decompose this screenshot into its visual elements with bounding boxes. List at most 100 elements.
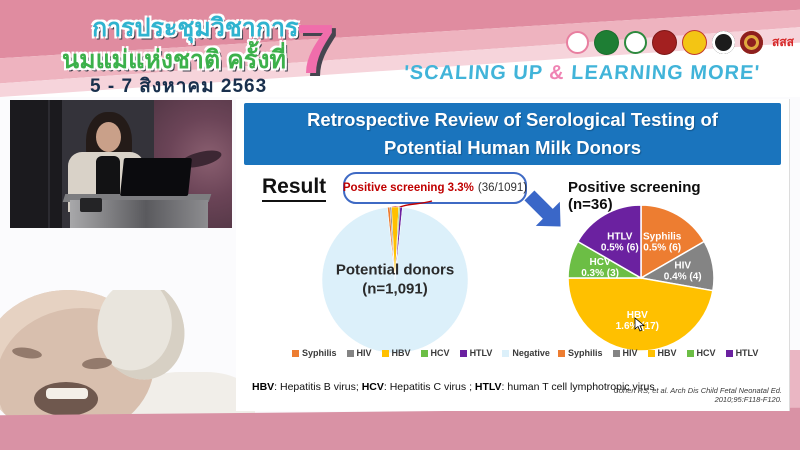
tagline-ampersand: & [548,62,566,84]
slice-label-hcv: 0.3% (3) [581,268,619,279]
slice-label-hcv: HCV [590,257,611,268]
legend-label: Negative [512,348,550,358]
legend-swatch [420,349,428,357]
pie-slice-htlv [576,204,642,280]
slide-title-line1: Retrospective Review of Serological Test… [307,109,718,131]
potential-donors-pie: Potential donors (n=1,091) [320,205,470,355]
potential-donors-pie-svg [321,206,469,354]
tagline-post: LEARNING MORE' [564,62,761,84]
legend-label: HBV [657,348,677,358]
legend-swatch [612,349,620,357]
ministry-health-logo-icon [594,30,619,55]
presenter-shirt [96,156,120,200]
footnote-term-hcv: HCV [361,381,384,393]
pie-slice-syphilis [640,204,706,280]
slice-label-hbv: HBV [627,310,648,321]
footnote-def-hcv: : Hepatitis C virus ; [383,381,475,393]
legend-swatch [459,349,467,357]
legend-swatch [725,349,733,357]
legend-item-hiv: HIV [612,348,638,358]
potential-donors-label-line2: (n=1,091) [362,280,428,297]
podium-panel [80,198,102,212]
legend-label: HIV [622,348,638,358]
footnote-term-htlv: HTLV [474,381,502,393]
abbreviation-footnote: HBV: Hepatitis B virus; HCV: Hepatitis C… [252,381,655,393]
slide-title: Retrospective Review of Serological Test… [244,103,781,165]
footnote-term-hbv: HBV [252,381,275,393]
legend-label: Syphilis [302,348,337,358]
slice-label-hiv: 0.4% (4) [664,272,702,283]
conference-title-thai: การประชุมวิชาการ [92,14,299,42]
legend-item-hbv: HBV [647,348,677,358]
legend-positive-screening: Syphilis HIV HBV HCV HTLV [558,348,758,358]
conference-tagline: 'SCALING UP & LEARNING MORE' [403,62,761,85]
potential-donors-label: Potential donors (n=1,091) [320,261,470,299]
presenter-video[interactable] [10,100,232,228]
positive-screening-callout: Positive screening 3.3% (36/1091) [343,172,527,204]
legend-label: HTLV [735,348,759,358]
result-label: Result [262,175,327,202]
legend-item-htlv: HTLV [459,348,493,358]
pink-footer-band [0,407,800,450]
legend-item-hcv: HCV [686,348,716,358]
presenter-face [96,122,121,152]
pie-slice-hbv [567,277,714,352]
legend-item-syphilis: Syphilis [558,348,603,358]
legend-swatch [346,349,354,357]
positive-screening-pie: Syphilis 0.5% (6) HIV 0.4% (4) HBV 1.6% (17) H… [566,203,716,353]
legend-label: HBV [391,348,411,358]
legend-swatch [502,349,510,357]
legend-swatch [647,349,655,357]
legend-potential-donors: Syphilis HIV HBV HCV HTLV Negative [292,348,550,358]
black-emblem-logo-icon [712,31,735,54]
legend-item-hiv: HIV [346,348,372,358]
legend-item-negative: Negative [502,348,550,358]
royal-crest-logo-icon [682,30,707,55]
stage-backdrop [10,100,62,228]
legend-label: HTLV [469,348,493,358]
slice-label-syphilis: 0.5% (6) [643,242,681,253]
maroon-emblem-logo-icon [740,31,763,54]
arrow-down-right-icon [524,190,561,227]
conference-dates-thai: 5 - 7 สิงหาคม 2563 [90,76,268,97]
callout-highlight: Positive screening 3.3% [342,182,474,194]
legend-swatch [292,349,299,357]
baby-mouth [34,382,98,416]
red-crest-logo-icon [652,30,677,55]
legend-label: Syphilis [568,348,603,358]
slice-label-syphilis: Syphilis [643,231,682,242]
footnote-def-htlv: : human T cell lymphotropic virus [501,381,655,393]
legend-item-syphilis: Syphilis [292,348,337,358]
legend-swatch [558,349,565,357]
callout-detail: (36/1091) [477,182,528,194]
legend-swatch [686,349,694,357]
slide-title-line2: Potential Human Milk Donors [384,137,641,158]
sss-logo-icon: สสส [772,35,794,49]
legend-item-hcv: HCV [420,348,450,358]
tagline-pre: 'SCALING UP [403,62,551,84]
conference-banner: การประชุมวิชาการ นมแม่แห่งชาติ ครั้งที่ … [0,0,800,97]
footnote-def-hbv: : Hepatitis B virus; [274,381,362,393]
legend-label: HIV [356,348,372,358]
potential-donors-label-line1: Potential donors [335,261,455,279]
slice-label-htlv: 0.5% (6) [601,242,639,253]
conference-subtitle-thai: นมแม่แห่งชาติ ครั้งที่ [62,46,286,74]
citation: Cohen RS, et al. Arch Dis Child Fetal Ne… [613,386,782,404]
legend-label: HCV [696,348,716,358]
green-seal-logo-icon [624,31,647,54]
slice-label-htlv: HTLV [607,231,633,242]
slide: Retrospective Review of Serological Test… [236,99,790,411]
edition-number: 7 [296,10,335,88]
sponsor-logos: สสส [566,30,798,55]
laptop-icon [120,158,192,196]
baby-teeth [46,388,88,399]
baby-photo-background [0,290,255,450]
positive-screening-title: Positive screening (n=36) [568,179,701,213]
legend-swatch [381,349,389,357]
legend-label: HCV [430,348,450,358]
mother-child-logo-icon [566,31,589,54]
pie-slice-negative [321,207,469,354]
legend-item-htlv: HTLV [725,348,759,358]
